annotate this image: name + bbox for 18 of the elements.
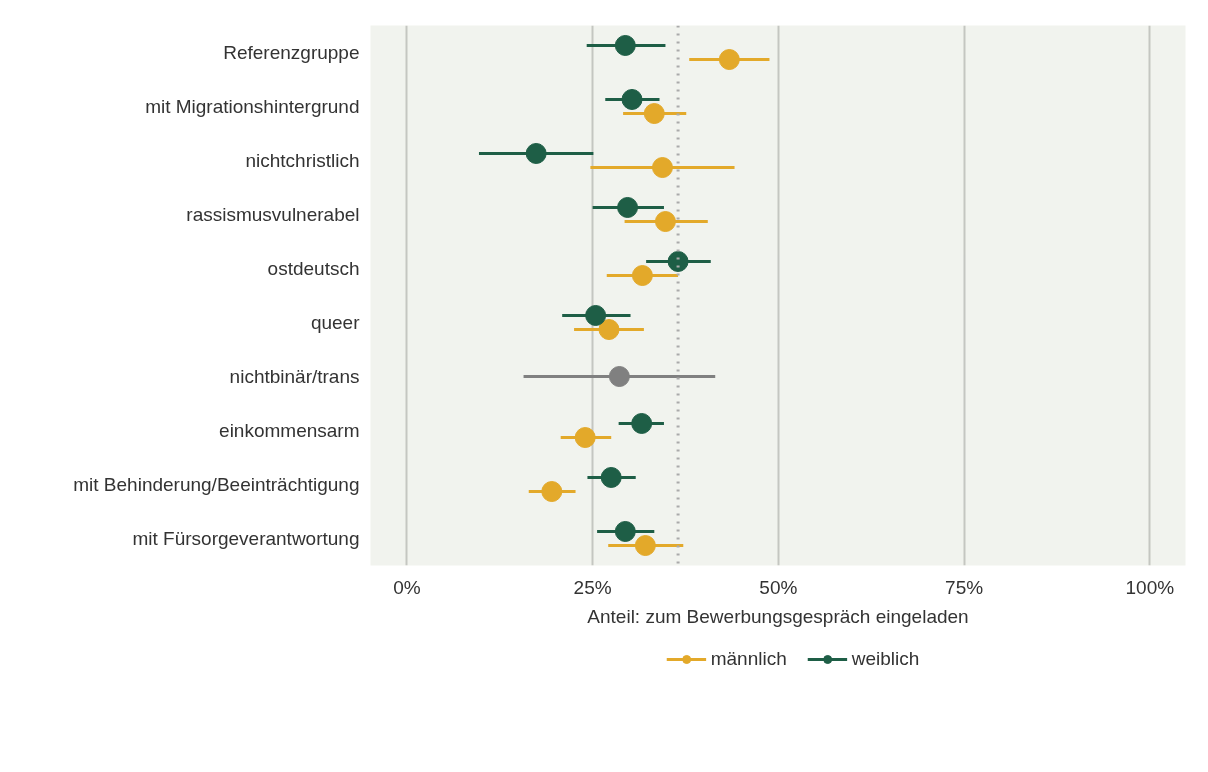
y-tick-label: ostdeutsch — [267, 258, 360, 279]
x-tick-label: 75% — [945, 576, 984, 598]
x-axis-title: Anteil: zum Bewerbungsgespräch eingeladen — [587, 605, 969, 627]
y-tick-label: Referenzgruppe — [223, 42, 360, 63]
y-tick-label: mit Migrationshintergrund — [145, 96, 360, 117]
y-tick-label: nichtchristlich — [245, 150, 360, 171]
x-tick-label: 100% — [1125, 576, 1175, 598]
legend-label: weiblich — [851, 648, 920, 670]
legend-label: männlich — [710, 648, 787, 670]
x-tick-label: 0% — [393, 576, 421, 598]
y-tick-label: nichtbinär/trans — [229, 366, 360, 387]
x-tick-label: 50% — [759, 576, 798, 598]
y-tick-label: mit Behinderung/Beeinträchtigung — [73, 474, 360, 495]
y-tick-label: einkommensarm — [219, 420, 360, 441]
y-tick-label: rassismusvulnerabel — [186, 204, 360, 225]
y-tick-label: queer — [310, 312, 361, 333]
y-tick-label: mit Fürsorgeverantwortung — [132, 528, 360, 549]
x-tick-label: 25% — [573, 576, 612, 598]
